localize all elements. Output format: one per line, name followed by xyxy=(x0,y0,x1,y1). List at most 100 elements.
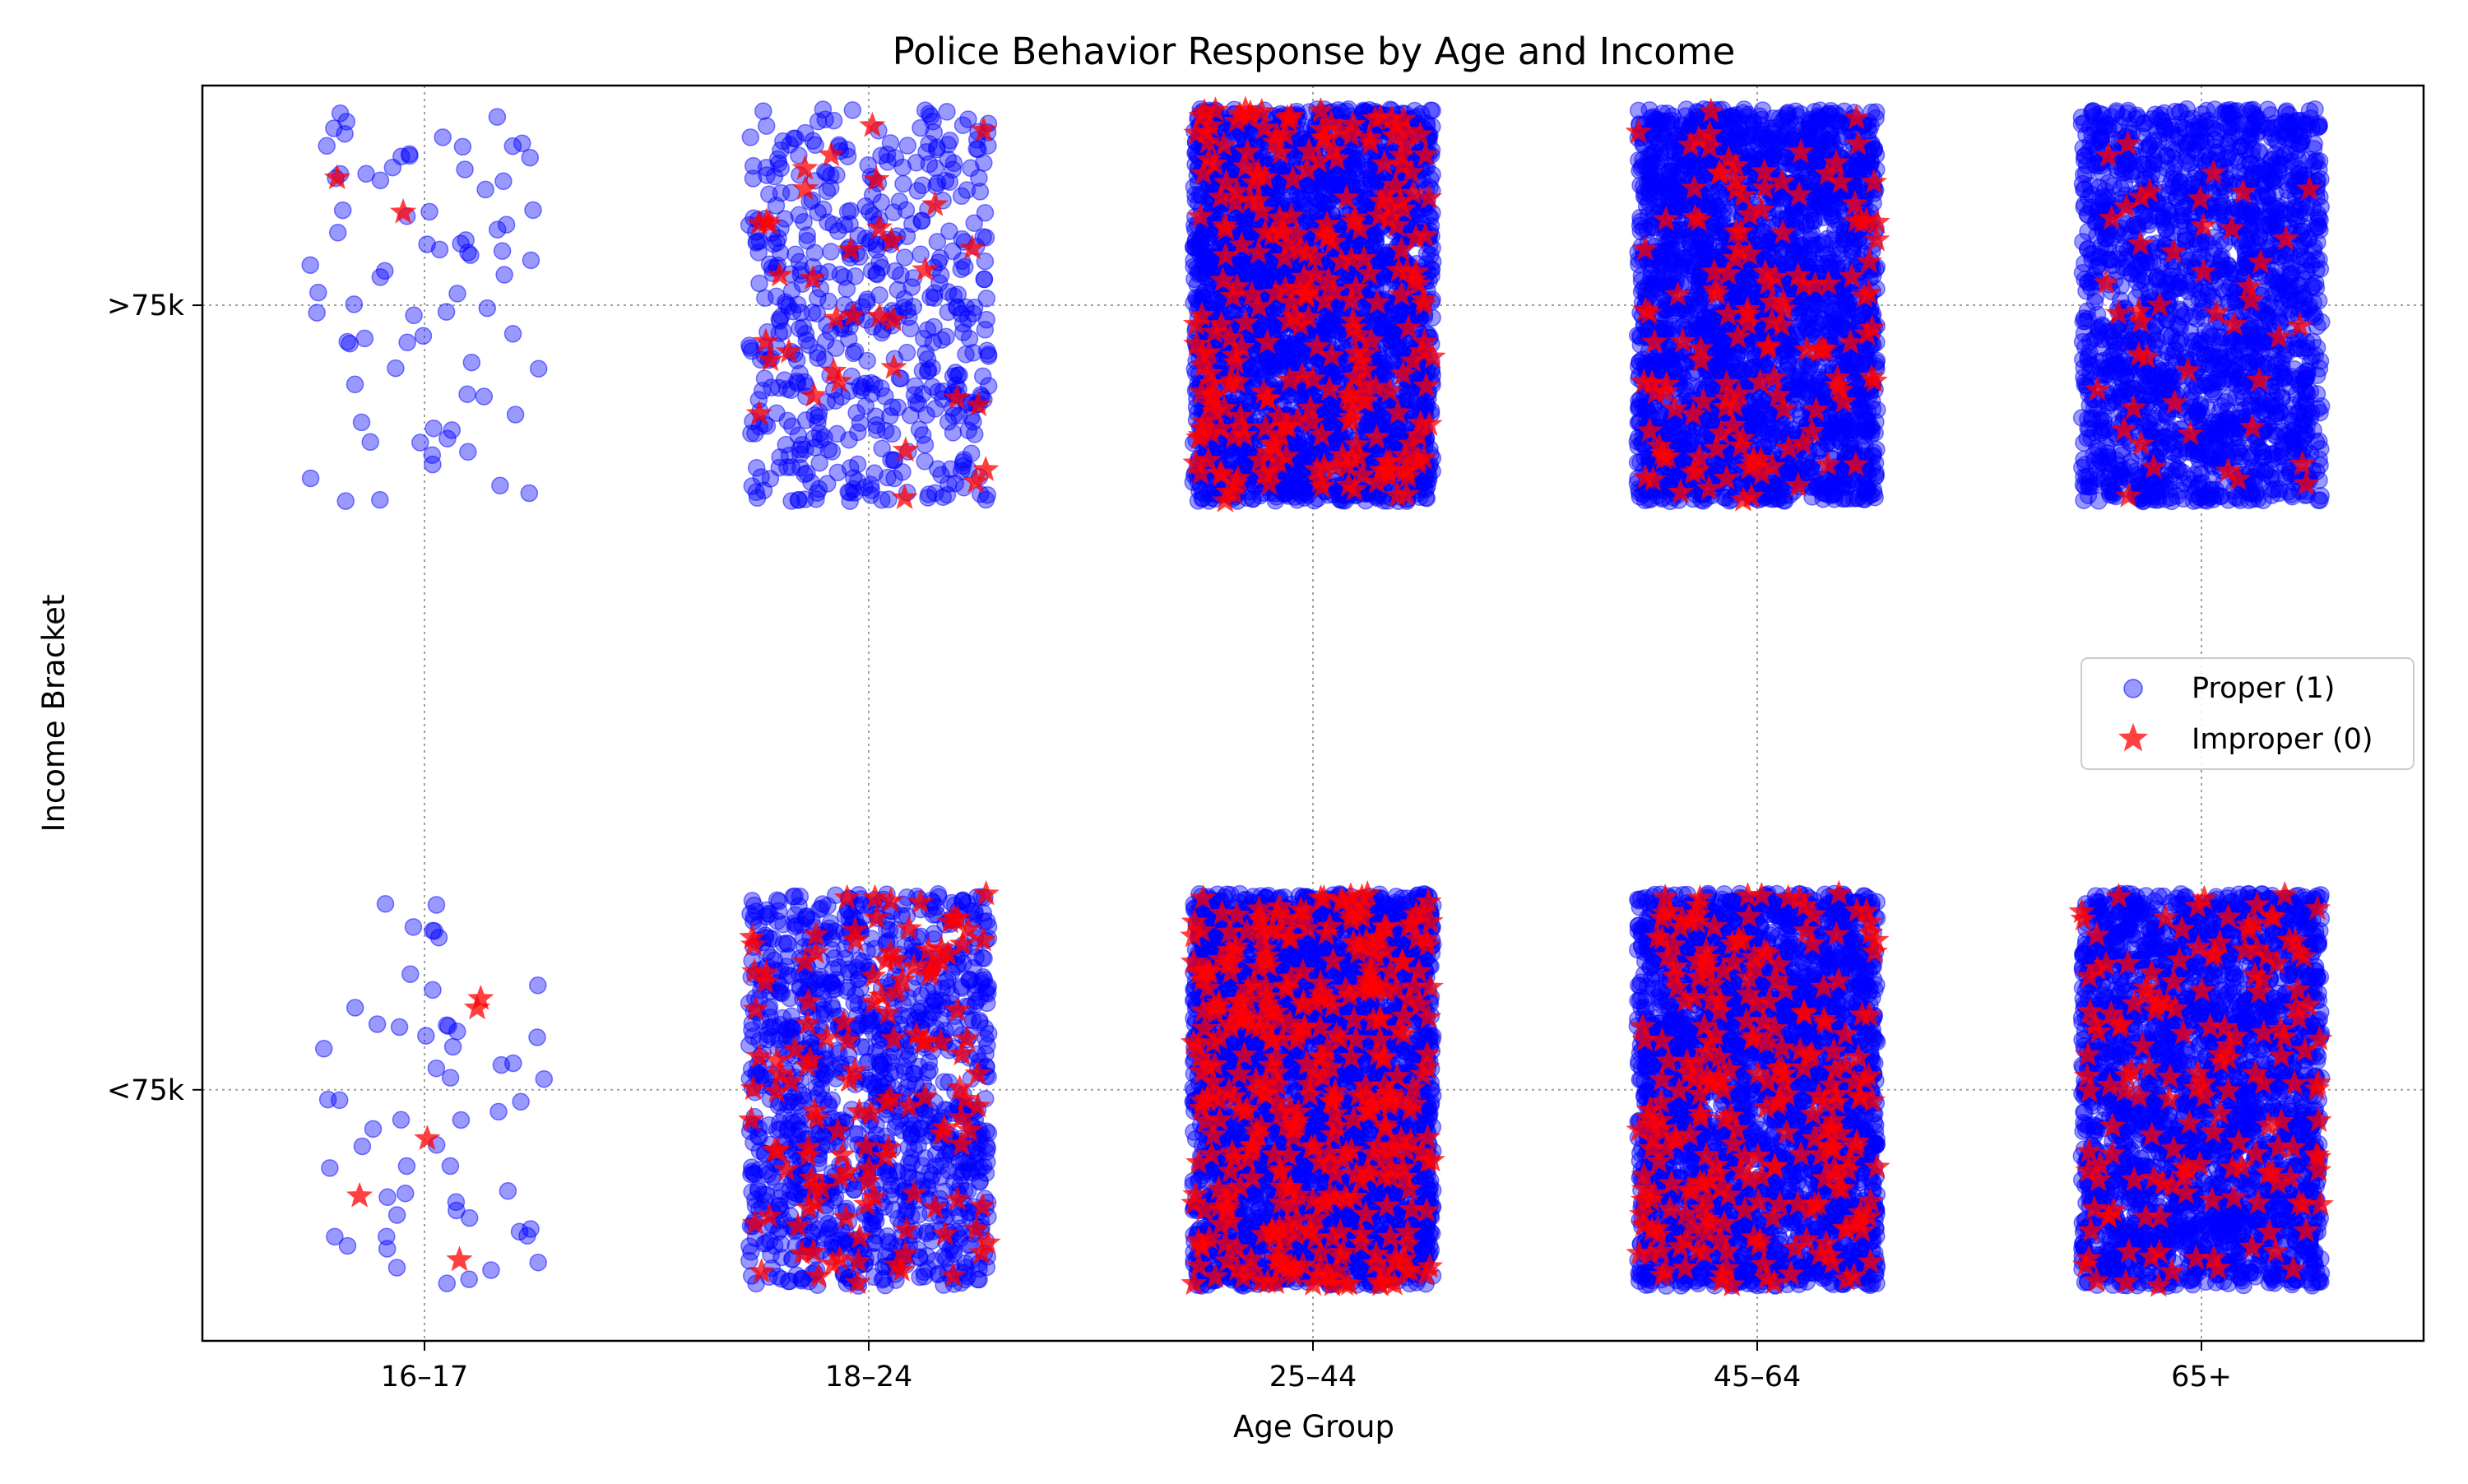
proper-point xyxy=(744,343,760,359)
proper-point xyxy=(781,299,797,315)
proper-point xyxy=(316,1041,332,1057)
proper-point xyxy=(750,244,767,261)
proper-point xyxy=(859,291,875,308)
proper-point xyxy=(767,169,783,185)
proper-point xyxy=(921,486,937,503)
proper-point xyxy=(742,129,758,146)
proper-point xyxy=(915,427,931,443)
proper-point xyxy=(457,232,474,248)
proper-point xyxy=(832,267,848,283)
proper-point xyxy=(861,1009,877,1026)
proper-point xyxy=(879,470,896,486)
proper-point xyxy=(743,425,759,442)
proper-point xyxy=(974,949,990,966)
proper-point xyxy=(844,102,861,118)
proper-point xyxy=(428,1060,444,1077)
proper-point xyxy=(961,1155,977,1171)
proper-point xyxy=(891,193,907,210)
proper-point xyxy=(339,334,355,350)
proper-point xyxy=(917,345,934,361)
proper-point xyxy=(765,236,782,253)
proper-point xyxy=(771,893,787,910)
proper-point xyxy=(970,141,986,158)
proper-point xyxy=(425,420,442,437)
proper-point xyxy=(499,1183,516,1199)
proper-point xyxy=(372,492,388,508)
proper-point xyxy=(974,973,990,990)
proper-point xyxy=(326,120,342,137)
proper-point xyxy=(310,285,327,301)
proper-point xyxy=(869,422,885,438)
proper-point xyxy=(815,1129,832,1145)
proper-point xyxy=(302,257,318,273)
proper-point xyxy=(457,161,473,178)
proper-point xyxy=(772,142,789,159)
proper-point xyxy=(746,1166,763,1182)
proper-point xyxy=(823,243,839,260)
proper-point xyxy=(308,304,325,321)
proper-point xyxy=(902,320,919,336)
proper-point xyxy=(782,1182,799,1199)
proper-point xyxy=(495,173,512,189)
proper-point xyxy=(978,230,995,246)
proper-point xyxy=(895,176,912,192)
proper-point xyxy=(814,983,831,999)
proper-point xyxy=(949,368,966,384)
proper-point xyxy=(406,919,422,935)
proper-point xyxy=(828,392,844,409)
proper-point xyxy=(454,138,471,155)
proper-point xyxy=(981,1026,997,1042)
proper-point xyxy=(940,414,957,430)
proper-point xyxy=(505,1055,522,1072)
proper-point xyxy=(748,903,764,920)
proper-point xyxy=(461,1271,477,1287)
proper-point xyxy=(393,1111,410,1128)
proper-point xyxy=(406,307,422,323)
proper-point xyxy=(365,1120,382,1137)
proper-point xyxy=(905,299,921,315)
proper-point xyxy=(901,1155,917,1171)
proper-point xyxy=(322,1160,338,1176)
proper-point xyxy=(871,254,888,271)
proper-point xyxy=(397,1185,414,1202)
proper-point xyxy=(979,342,995,359)
proper-point xyxy=(758,118,775,134)
proper-point xyxy=(924,359,940,376)
proper-point xyxy=(424,457,441,473)
proper-point xyxy=(808,491,824,508)
proper-point xyxy=(975,368,991,384)
proper-point xyxy=(926,318,942,335)
proper-point xyxy=(522,1221,539,1237)
proper-point xyxy=(931,275,948,291)
proper-point xyxy=(489,221,506,238)
proper-point xyxy=(392,1019,408,1036)
proper-point xyxy=(750,1129,767,1145)
proper-point xyxy=(847,268,864,285)
proper-point xyxy=(438,1275,455,1292)
proper-point xyxy=(775,935,791,952)
proper-point xyxy=(857,198,874,215)
proper-point xyxy=(762,471,778,487)
proper-point xyxy=(358,165,374,182)
proper-point xyxy=(890,399,907,415)
proper-point xyxy=(438,1017,455,1033)
proper-point xyxy=(805,304,821,321)
proper-point xyxy=(418,1027,434,1044)
proper-point xyxy=(496,267,513,283)
proper-point xyxy=(791,888,808,905)
proper-point xyxy=(434,129,451,146)
proper-point xyxy=(953,306,969,322)
proper-point xyxy=(369,1016,386,1032)
proper-point xyxy=(379,1189,396,1205)
proper-point xyxy=(439,430,456,447)
proper-point xyxy=(346,296,362,313)
proper-point xyxy=(940,475,957,492)
proper-point xyxy=(347,999,364,1016)
proper-point xyxy=(748,484,764,500)
proper-point xyxy=(330,225,346,241)
proper-point xyxy=(429,897,445,913)
proper-point xyxy=(479,300,495,317)
proper-point xyxy=(529,1029,545,1046)
proper-point xyxy=(477,181,494,197)
